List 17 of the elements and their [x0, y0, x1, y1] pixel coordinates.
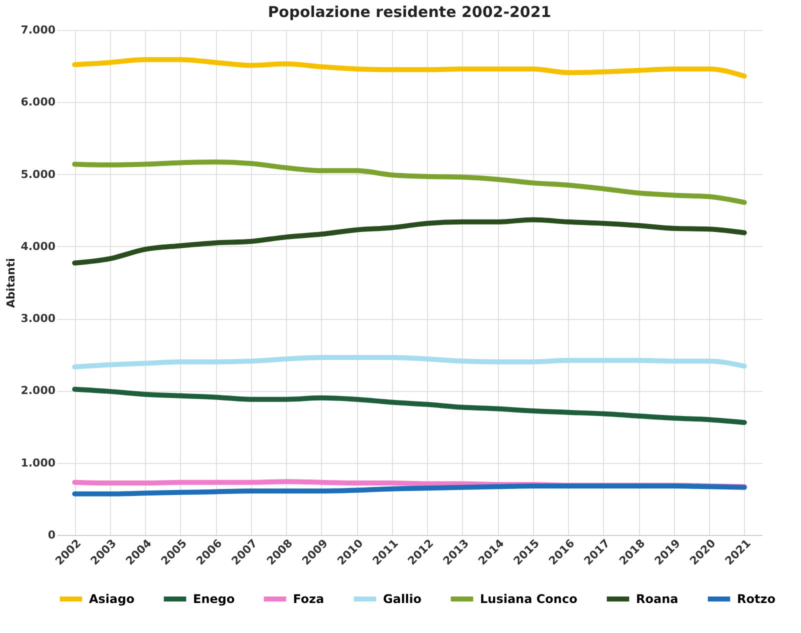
y-tick-label: 5.000: [20, 168, 56, 181]
legend-label: Enego: [193, 592, 235, 606]
y-tick-label: 7.000: [20, 24, 56, 36]
legend-label: Rotzo: [737, 592, 776, 606]
y-tick-label: 1.000: [20, 456, 56, 470]
legend-label: Gallio: [383, 592, 422, 606]
y-tick-label: 0: [48, 528, 56, 542]
chart-title: Popolazione residente 2002-2021: [268, 3, 552, 21]
legend-label: Foza: [293, 592, 324, 606]
y-tick-label: 2.000: [20, 384, 56, 398]
legend-label: Lusiana Conco: [480, 592, 578, 606]
y-tick-label: 4.000: [20, 240, 56, 253]
legend-label: Asiago: [89, 592, 134, 606]
y-axis-title: Abitanti: [4, 258, 18, 308]
legend-label: Roana: [636, 592, 678, 606]
y-tick-label: 6.000: [20, 96, 56, 109]
y-tick-label: 3.000: [20, 312, 56, 326]
